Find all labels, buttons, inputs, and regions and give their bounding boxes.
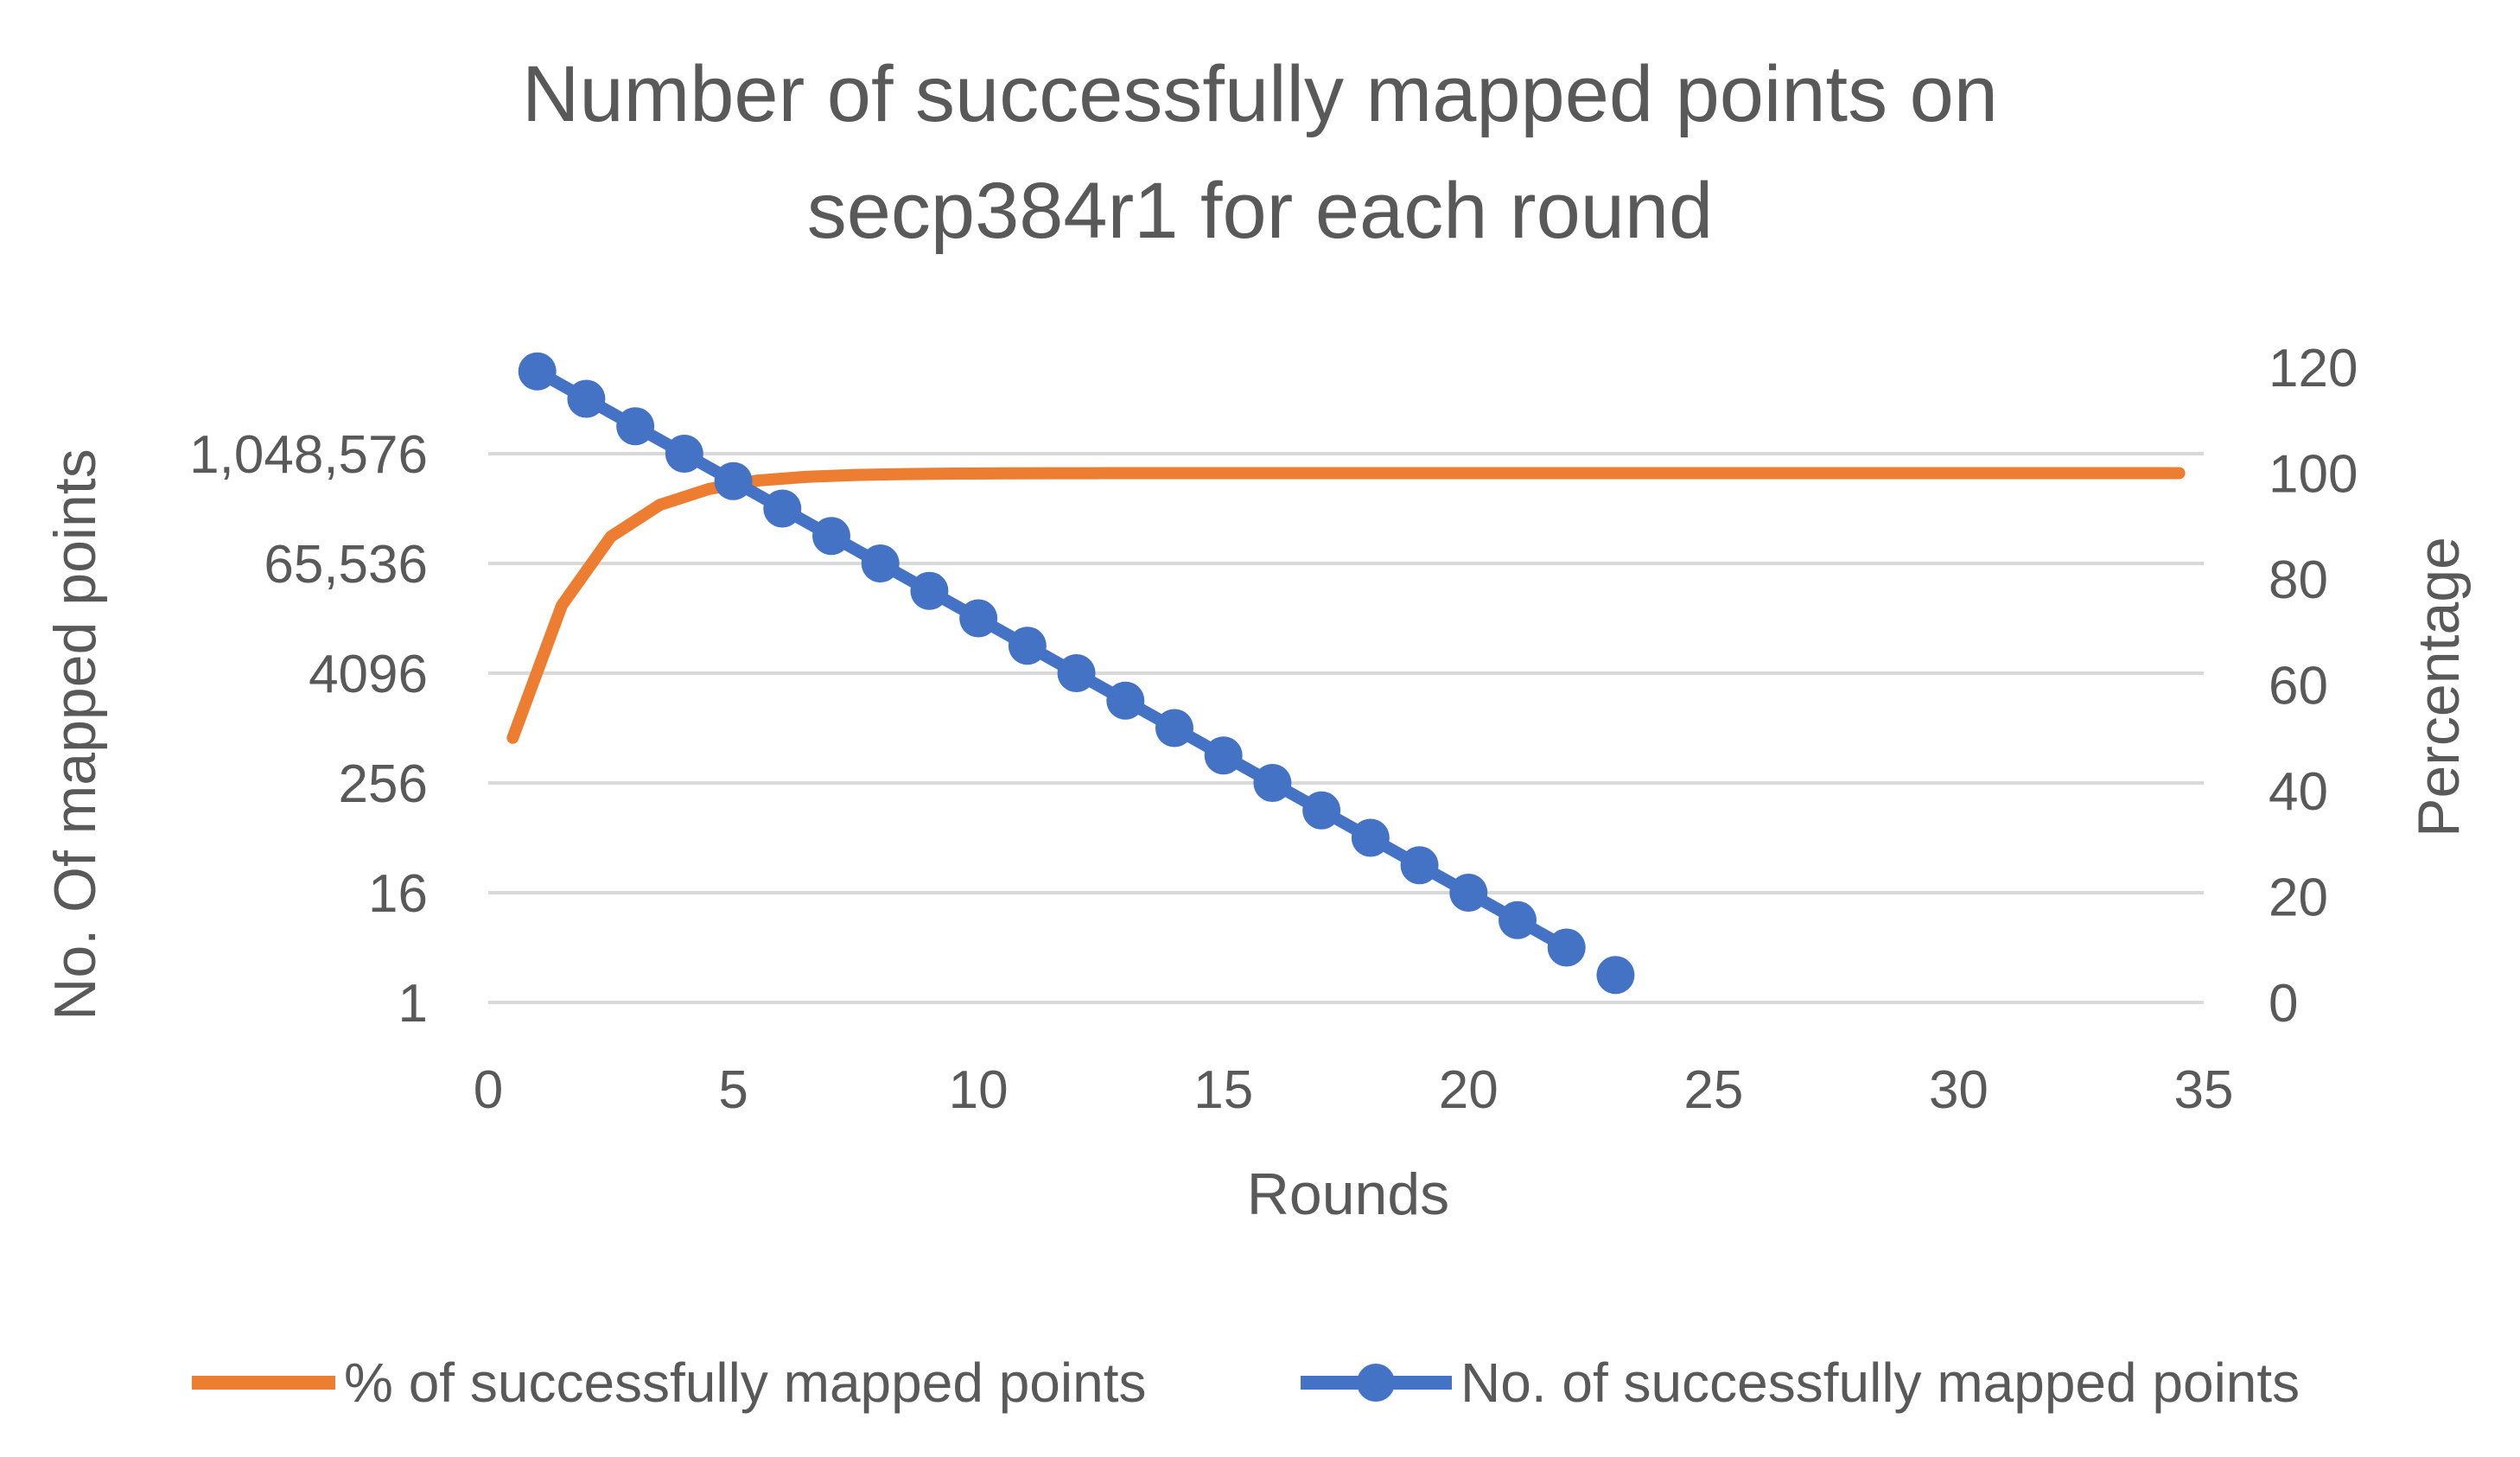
series-count-point bbox=[959, 599, 998, 638]
chart-title: Number of successfully mapped points on … bbox=[522, 50, 1998, 255]
series-count-line bbox=[531, 365, 1573, 954]
series-count-point bbox=[763, 489, 802, 528]
right-axis-tick-label: 20 bbox=[2269, 868, 2328, 928]
series-count-point bbox=[567, 379, 606, 418]
left-axis-tick-label: 256 bbox=[339, 754, 428, 814]
series-count-point bbox=[812, 517, 850, 556]
left-axis-tick-label: 65,536 bbox=[264, 535, 428, 595]
series-count-point bbox=[1106, 681, 1145, 720]
left-axis-ticks: 1 16 256 4096 65,536 1,048,576 bbox=[189, 425, 428, 1034]
x-axis-title: Rounds bbox=[1247, 1161, 1449, 1227]
series-count-point bbox=[1596, 956, 1635, 995]
series-count-point bbox=[1400, 846, 1439, 885]
series-count-point bbox=[1253, 764, 1292, 802]
x-axis-tick-label: 25 bbox=[1683, 1060, 1743, 1120]
series-count-point bbox=[1449, 874, 1488, 912]
right-axis-tick-label: 60 bbox=[2269, 657, 2328, 716]
legend-label-percentage: % of successfully mapped points bbox=[344, 1352, 1146, 1414]
series-count-point bbox=[1008, 627, 1047, 665]
right-axis-tick-label: 40 bbox=[2269, 762, 2328, 822]
x-axis-ticks: 0 5 10 15 20 25 30 35 bbox=[474, 1060, 2234, 1120]
series-count-point bbox=[616, 407, 655, 446]
right-axis-ticks: 0 20 40 60 80 100 120 bbox=[2269, 339, 2358, 1034]
series-count bbox=[518, 352, 1635, 995]
series-count-point bbox=[518, 352, 557, 391]
legend-item-percentage: % of successfully mapped points bbox=[192, 1352, 1146, 1414]
x-axis-tick-label: 30 bbox=[1929, 1060, 1989, 1120]
series-count-point bbox=[1302, 791, 1341, 830]
series-count-point bbox=[665, 435, 703, 473]
series-count-point bbox=[714, 461, 753, 500]
left-axis-tick-label: 1 bbox=[398, 974, 428, 1034]
x-axis-tick-label: 0 bbox=[474, 1060, 503, 1120]
x-axis-tick-label: 5 bbox=[718, 1060, 748, 1120]
right-axis-title: Percentage bbox=[2406, 537, 2472, 837]
series-count-point bbox=[1351, 818, 1390, 857]
left-axis-tick-label: 16 bbox=[368, 864, 428, 924]
series-layer bbox=[506, 352, 2186, 995]
series-count-point bbox=[910, 571, 949, 610]
series-percentage bbox=[506, 467, 2186, 744]
left-axis-title: No. Of mapped points bbox=[42, 449, 108, 1020]
series-count-point bbox=[861, 544, 900, 582]
legend-marker-count bbox=[1357, 1364, 1395, 1402]
series-count-point bbox=[1547, 928, 1586, 967]
series-count-point bbox=[1057, 654, 1096, 692]
legend-item-count: No. of successfully mapped points bbox=[1301, 1352, 2300, 1414]
chart-title-line-2: secp384r1 for each round bbox=[807, 167, 1713, 255]
series-percentage-line bbox=[506, 467, 2186, 744]
chart-title-line-1: Number of successfully mapped points on bbox=[522, 50, 1998, 138]
right-axis-tick-label: 120 bbox=[2269, 339, 2358, 398]
legend-label-count: No. of successfully mapped points bbox=[1460, 1352, 2300, 1414]
left-axis-tick-label: 4096 bbox=[309, 645, 428, 704]
series-count-point bbox=[1204, 736, 1243, 775]
x-axis-tick-label: 20 bbox=[1439, 1060, 1499, 1120]
right-axis-tick-label: 100 bbox=[2269, 445, 2358, 505]
x-axis-tick-label: 35 bbox=[2174, 1060, 2234, 1120]
legend: % of successfully mapped points No. of s… bbox=[192, 1352, 2300, 1414]
gridlines bbox=[488, 452, 2204, 1004]
right-axis-tick-label: 80 bbox=[2269, 550, 2328, 610]
x-axis-tick-label: 10 bbox=[949, 1060, 1009, 1120]
series-count-point bbox=[1499, 900, 1537, 939]
left-axis-tick-label: 1,048,576 bbox=[189, 425, 428, 485]
x-axis-tick-label: 15 bbox=[1193, 1060, 1253, 1120]
right-axis-tick-label: 0 bbox=[2269, 974, 2298, 1034]
series-count-point bbox=[1155, 709, 1193, 748]
